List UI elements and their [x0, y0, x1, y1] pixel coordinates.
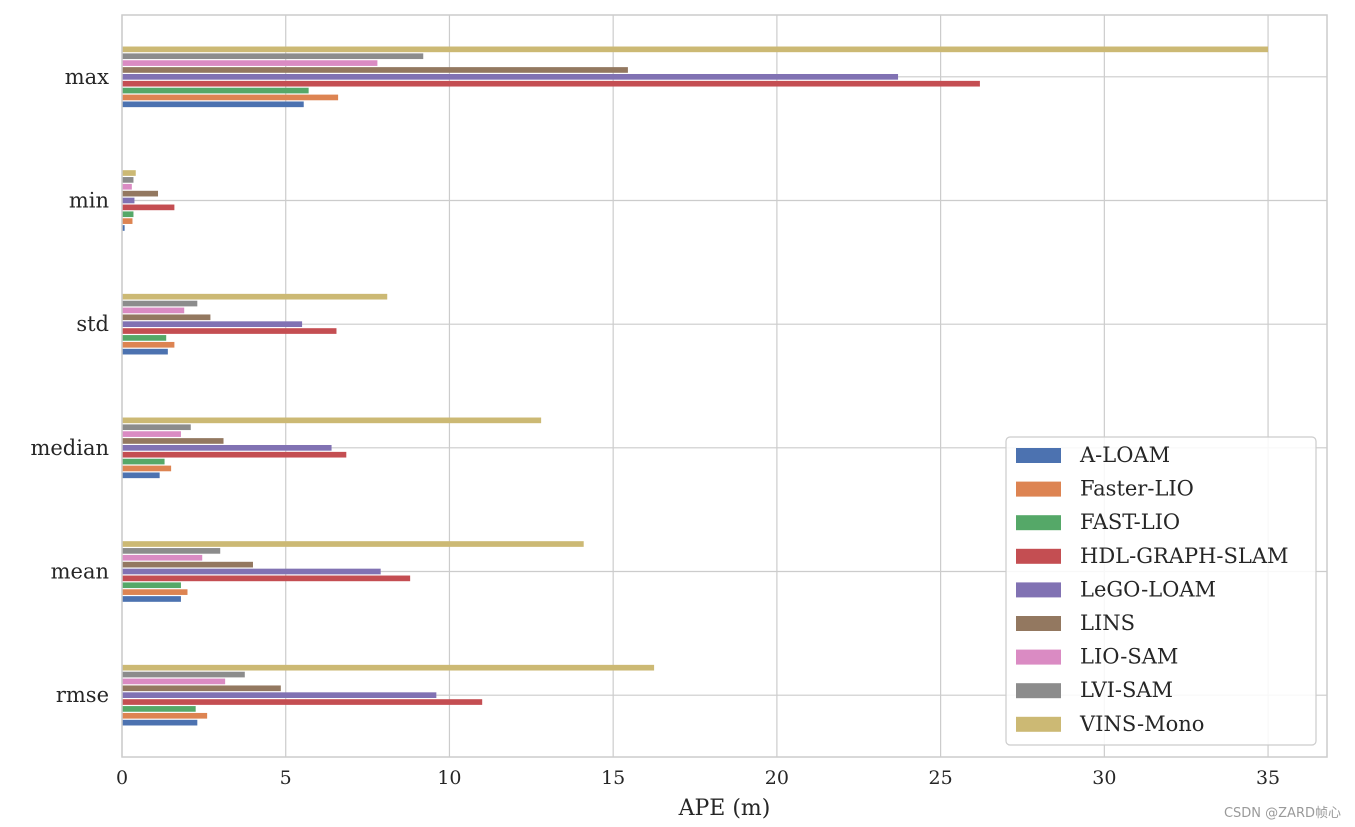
- watermark: CSDN @ZARD帧心: [1223, 806, 1341, 821]
- category-label: rmse: [56, 683, 109, 707]
- bar: [122, 321, 303, 328]
- bar: [122, 314, 211, 321]
- legend-swatch: [1016, 683, 1061, 699]
- bar: [122, 204, 175, 211]
- bar: [122, 170, 136, 176]
- bar: [122, 458, 165, 465]
- bar: [122, 472, 160, 479]
- bar: [122, 87, 309, 94]
- bar: [122, 177, 134, 183]
- category-labels: max min std median mean rmse: [30, 65, 109, 707]
- bar: [122, 73, 899, 80]
- plot-frame: [121, 14, 1328, 758]
- category-label: min: [69, 189, 109, 213]
- bar: [122, 80, 980, 87]
- bar: [122, 341, 175, 348]
- bar: [122, 101, 304, 108]
- legend-label: LINS: [1080, 611, 1135, 635]
- bar: [122, 300, 198, 307]
- x-axis-title: APE (m): [678, 796, 771, 821]
- legend-label: HDL-GRAPH-SLAM: [1080, 544, 1288, 568]
- bar: [122, 685, 281, 692]
- bar: [122, 712, 208, 719]
- bar: [122, 424, 191, 431]
- bar: [122, 582, 181, 589]
- bar: [122, 53, 424, 60]
- bar: [122, 67, 628, 73]
- legend-swatch: [1016, 616, 1061, 631]
- x-tick-label: 15: [601, 767, 625, 789]
- bar: [122, 335, 167, 341]
- legend-swatch: [1016, 548, 1061, 564]
- bar: [122, 293, 388, 300]
- legend-swatch: [1016, 448, 1061, 463]
- bar: [122, 568, 381, 575]
- category-label: mean: [51, 560, 109, 584]
- bar: [122, 678, 226, 685]
- bars: [122, 46, 1269, 726]
- bar: [122, 719, 198, 726]
- bar: [122, 664, 655, 671]
- bar: [122, 218, 133, 224]
- x-tick-label: 30: [1092, 767, 1116, 789]
- bar: [122, 554, 203, 561]
- bar: [122, 190, 159, 197]
- bar: [122, 465, 172, 472]
- legend-label: VINS-Mono: [1079, 712, 1204, 736]
- category-label: median: [30, 436, 109, 460]
- bar: [122, 211, 134, 218]
- legend: A-LOAM Faster-LIO FAST-LIO HDL-GRAPH-SLAM Le…: [1005, 436, 1317, 746]
- bar: [122, 431, 181, 437]
- bar: [122, 94, 339, 101]
- legend-label: Faster-LIO: [1080, 477, 1194, 501]
- bar: [122, 417, 542, 424]
- bar: [122, 671, 245, 678]
- bar: [122, 706, 196, 712]
- bar: [122, 589, 188, 595]
- x-tick-label: 25: [929, 767, 953, 789]
- x-tick-label: 35: [1256, 767, 1280, 789]
- legend-swatch: [1016, 582, 1061, 598]
- x-tick-label: 20: [765, 767, 789, 789]
- category-label: std: [76, 312, 109, 336]
- x-tick-label: 5: [280, 767, 292, 789]
- bar: [122, 307, 185, 314]
- x-tick-labels: 0 5 10 15 20 25 30 35: [116, 767, 1280, 789]
- bar: [122, 575, 411, 582]
- legend-label: LVI-SAM: [1080, 678, 1173, 702]
- category-label: max: [65, 65, 109, 89]
- legend-swatch: [1016, 649, 1061, 665]
- legend-label: LeGO-LOAM: [1080, 577, 1216, 601]
- bar: [122, 60, 378, 66]
- legend-swatch: [1016, 515, 1061, 531]
- legend-swatch: [1016, 716, 1061, 732]
- bar: [122, 225, 125, 231]
- x-tick-label: 10: [437, 767, 461, 789]
- bar: [122, 451, 347, 458]
- legend-swatch: [1016, 481, 1061, 497]
- bar: [122, 692, 437, 699]
- legend-label: A-LOAM: [1079, 443, 1170, 467]
- bar: [122, 197, 135, 204]
- bar: [122, 438, 224, 444]
- bar: [122, 46, 1269, 53]
- legend-label: LIO-SAM: [1080, 645, 1178, 669]
- bar: [122, 183, 132, 190]
- bar: [122, 596, 181, 602]
- bar: [122, 348, 168, 355]
- bar: [122, 444, 332, 451]
- legend-box: [1005, 436, 1317, 746]
- bar: [122, 548, 221, 554]
- bar: [122, 561, 253, 568]
- x-tick-label: 0: [116, 767, 128, 789]
- legend-label: FAST-LIO: [1080, 510, 1180, 534]
- bar: [122, 699, 483, 705]
- bar: [122, 328, 337, 334]
- bar: [122, 541, 584, 547]
